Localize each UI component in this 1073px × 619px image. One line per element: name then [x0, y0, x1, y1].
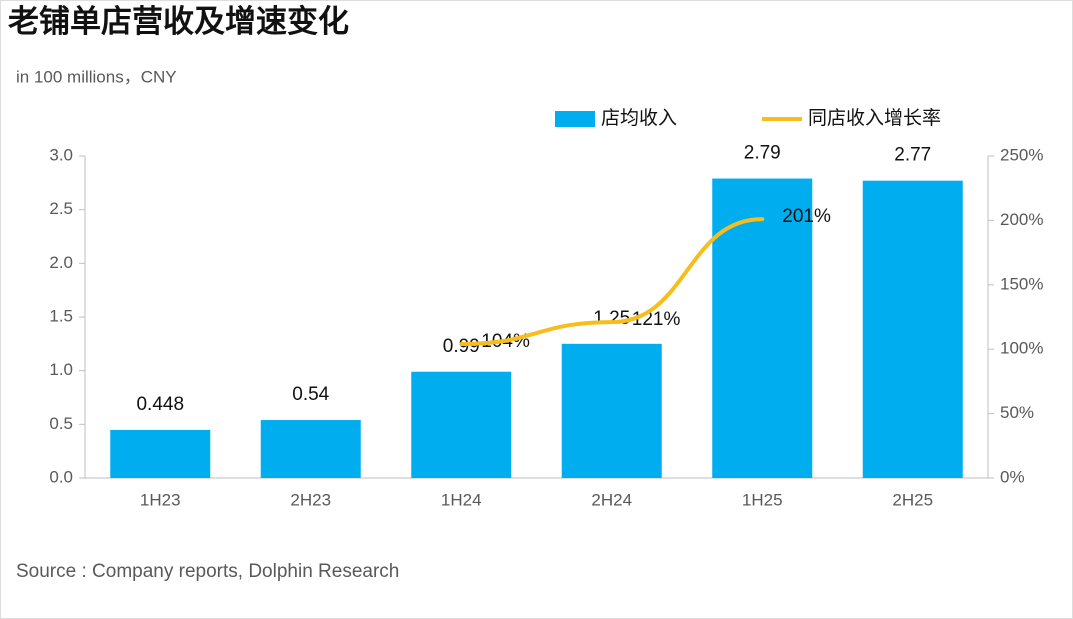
- chart-title: 老铺单店营收及增速变化: [8, 4, 349, 39]
- bar-value-label: 2.79: [744, 143, 781, 164]
- x-tick-label: 1H25: [742, 490, 783, 509]
- y2-tick-label: 250%: [1000, 145, 1043, 164]
- y2-tick-label: 100%: [1000, 339, 1043, 358]
- y-tick-label: 2.0: [49, 253, 73, 272]
- y-tick-label: 0.5: [49, 414, 73, 433]
- x-tick-label: 2H24: [591, 490, 632, 509]
- source: Source : Company reports, Dolphin Resear…: [16, 561, 399, 582]
- y-tick-label: 1.5: [49, 306, 73, 325]
- x-tick-label: 2H25: [892, 490, 933, 509]
- x-tick-label: 2H23: [290, 490, 331, 509]
- line-value-label: 201%: [782, 206, 831, 227]
- bar: [110, 429, 211, 478]
- line-value-label: 121%: [632, 309, 681, 330]
- bar: [411, 371, 512, 478]
- legend-swatch: [555, 111, 595, 127]
- y-tick-label: 1.0: [49, 360, 73, 379]
- legend-label: 店均收入: [601, 107, 677, 129]
- y-tick-label: 2.5: [49, 199, 73, 218]
- bar-value-label: 0.54: [292, 384, 329, 405]
- bar-value-label: 1.25: [593, 308, 630, 329]
- y2-tick-label: 0%: [1000, 467, 1025, 486]
- y2-tick-label: 150%: [1000, 274, 1043, 293]
- y2-tick-label: 50%: [1000, 403, 1034, 422]
- bar: [862, 180, 963, 479]
- y2-tick-label: 200%: [1000, 210, 1043, 229]
- y-tick-label: 3.0: [49, 145, 73, 164]
- y-tick-label: 0.0: [49, 467, 73, 486]
- legend-label: 同店收入增长率: [808, 107, 941, 129]
- bar: [260, 420, 361, 478]
- bar-value-label: 2.77: [894, 145, 931, 166]
- line: [459, 217, 765, 347]
- x-tick-label: 1H24: [441, 490, 482, 509]
- subtitle: in 100 millions，CNY: [16, 67, 177, 86]
- bar: [561, 343, 662, 478]
- x-tick-label: 1H23: [140, 490, 181, 509]
- bar-value-label: 0.99: [443, 336, 480, 357]
- bar-value-label: 0.448: [136, 394, 184, 415]
